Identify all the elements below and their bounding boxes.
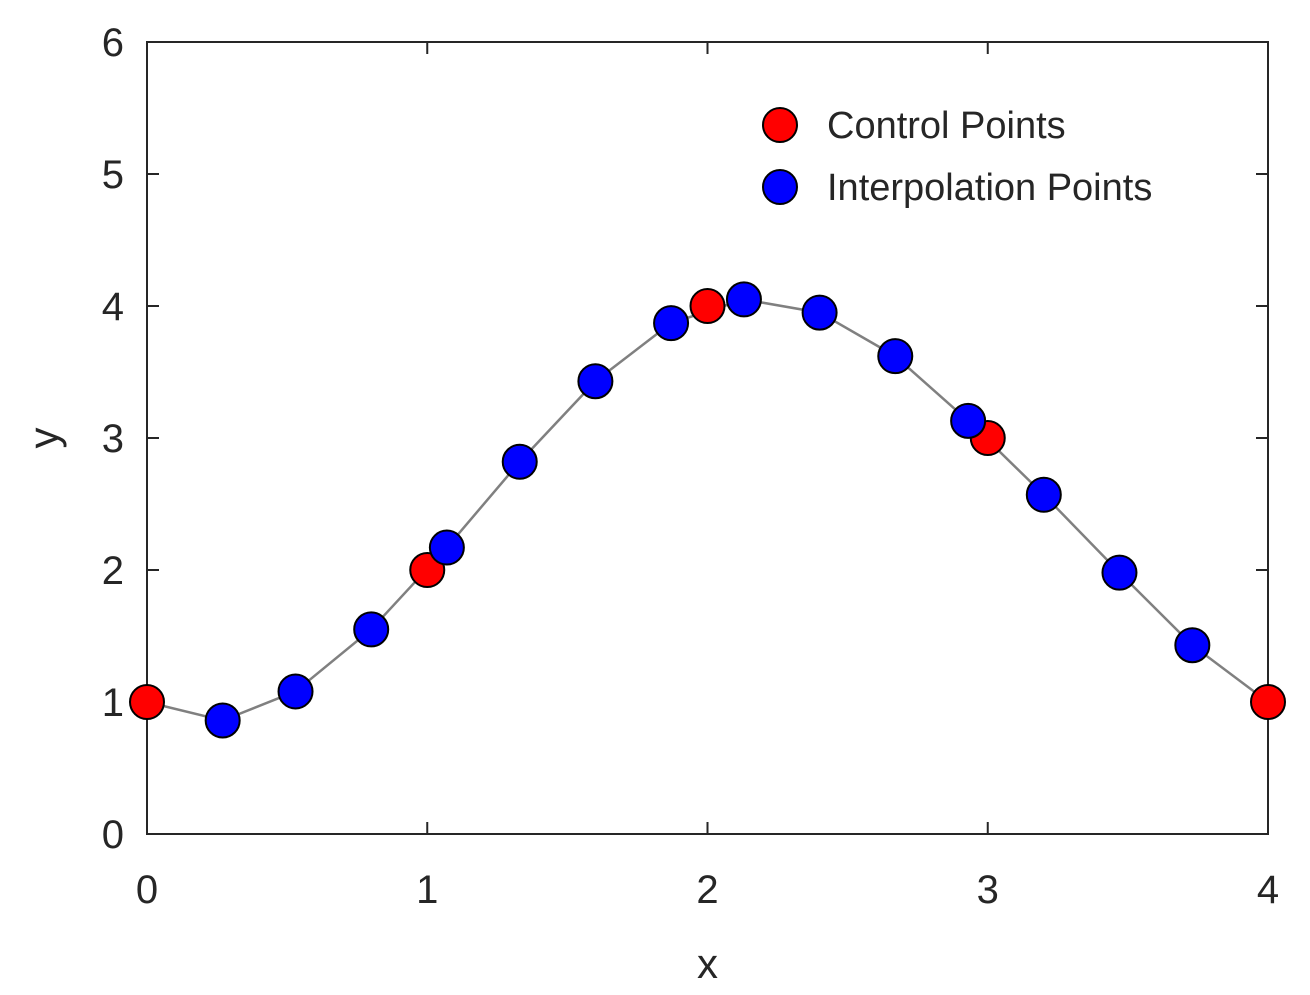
interpolation-curve xyxy=(146,298,1269,722)
interpolation-point xyxy=(725,281,762,318)
y-tick-label: 5 xyxy=(102,153,124,197)
y-tick-label: 3 xyxy=(102,417,124,461)
legend-marker xyxy=(762,169,798,205)
legend-marker xyxy=(762,107,798,143)
x-tick-label: 3 xyxy=(977,868,999,912)
points-group xyxy=(129,281,1286,739)
legend: Control Points Interpolation Points xyxy=(762,105,1152,209)
control-point xyxy=(129,684,165,720)
control-point xyxy=(1250,684,1286,720)
interpolation-point xyxy=(877,338,914,375)
y-tick-label: 4 xyxy=(102,285,124,329)
interpolation-point xyxy=(577,363,614,400)
interpolation-point xyxy=(1174,627,1211,664)
axes: 0 1 2 3 4 0 1 2 3 4 5 6 xyxy=(102,21,1279,912)
interpolation-point xyxy=(277,673,314,710)
legend-label: Interpolation Points xyxy=(827,167,1152,209)
interpolation-point xyxy=(1101,554,1138,591)
interpolation-point xyxy=(353,611,390,648)
y-tick-label: 6 xyxy=(102,21,124,65)
control-point xyxy=(689,288,726,324)
y-tick-label: 2 xyxy=(102,549,124,593)
x-tick-label: 0 xyxy=(136,868,158,912)
interpolation-point xyxy=(950,402,987,439)
y-axis-title: y xyxy=(20,428,67,449)
x-tick-label: 4 xyxy=(1257,868,1279,912)
interpolation-point xyxy=(428,529,465,566)
x-tick-label: 2 xyxy=(696,868,718,912)
plot-frame xyxy=(146,41,1269,835)
interpolation-point xyxy=(501,443,538,480)
interpolation-point xyxy=(653,305,690,342)
x-axis-title: x xyxy=(697,940,718,987)
y-tick-label: 0 xyxy=(102,813,124,857)
x-tick-label: 1 xyxy=(416,868,438,912)
interpolation-point xyxy=(1025,476,1062,513)
interpolation-point xyxy=(204,702,241,739)
y-tick-label: 1 xyxy=(102,681,124,725)
interpolation-curve-group xyxy=(146,298,1269,722)
interpolation-point xyxy=(801,294,838,331)
legend-label: Control Points xyxy=(827,105,1066,147)
